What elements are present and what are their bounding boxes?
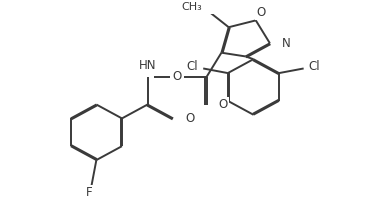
Text: F: F: [86, 186, 93, 199]
Text: O: O: [185, 112, 194, 125]
Text: CH₃: CH₃: [182, 2, 202, 12]
Text: N: N: [282, 37, 291, 50]
Text: Cl: Cl: [186, 60, 198, 73]
Text: HN: HN: [139, 59, 156, 72]
Text: O: O: [172, 70, 182, 83]
Text: O: O: [256, 6, 265, 19]
Text: O: O: [219, 98, 228, 111]
Text: Cl: Cl: [308, 60, 320, 73]
